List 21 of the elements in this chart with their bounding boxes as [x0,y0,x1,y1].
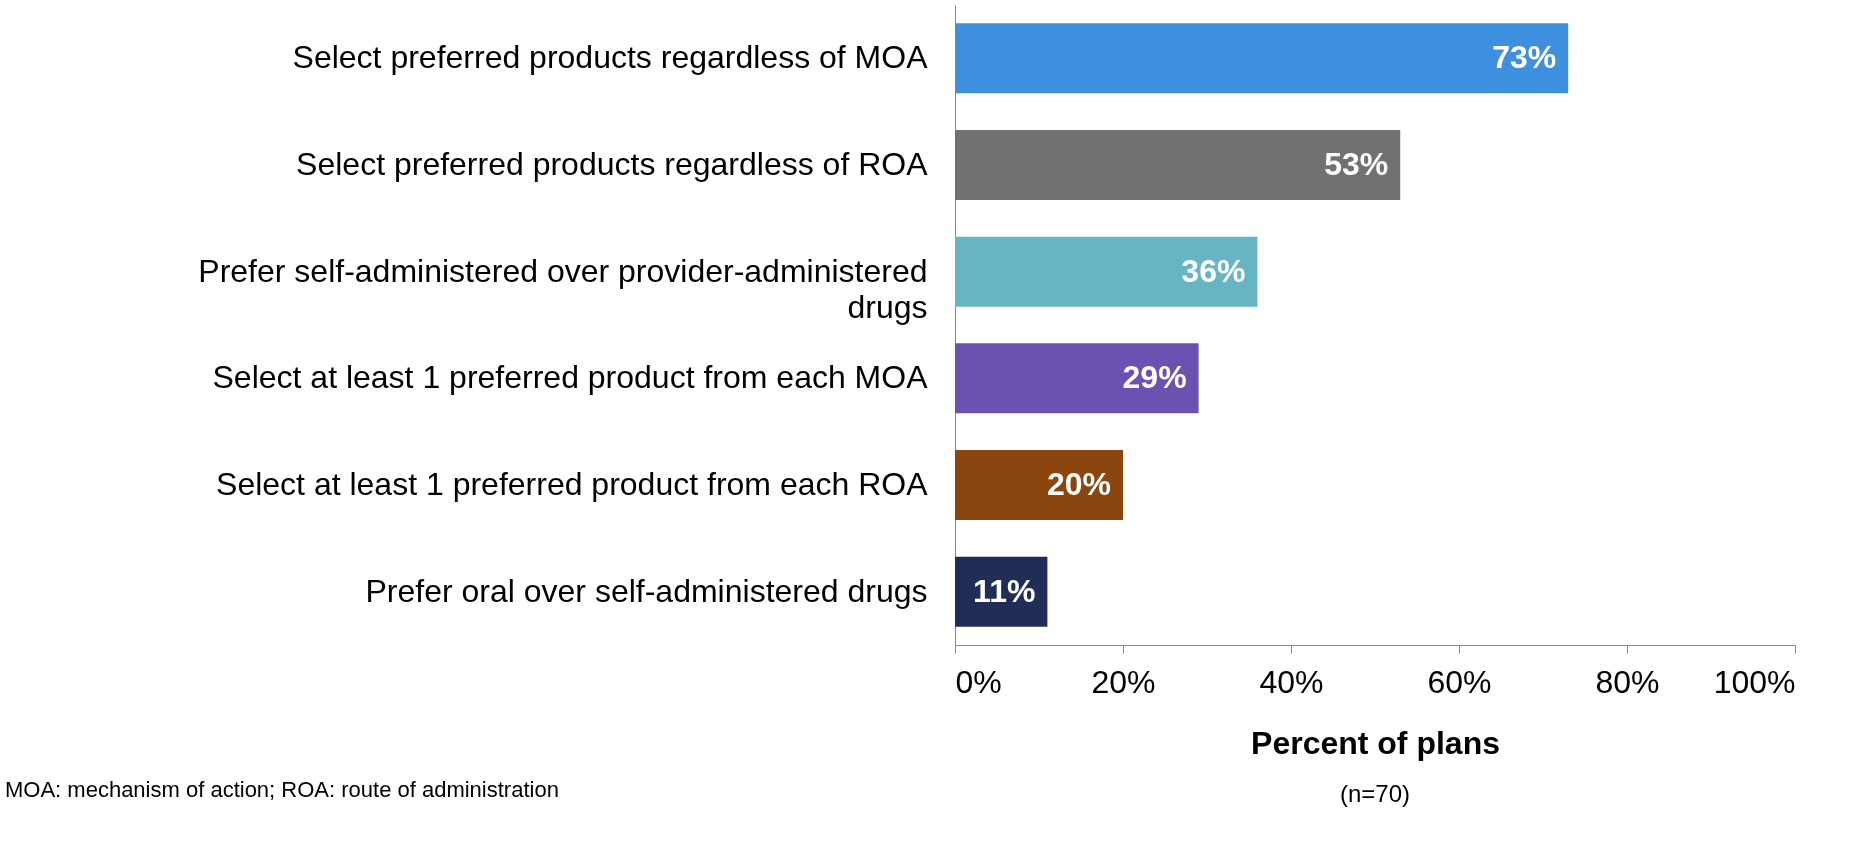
x-tick-label: 40% [1259,663,1324,700]
y-tick-label: Select preferred products regardless of ROA [296,146,929,182]
x-tick-label: 60% [1427,663,1492,700]
text: MOA: mechanism of action; ROA: route of administration [5,777,559,802]
x-axis-title: Percent of plans [1251,724,1500,761]
data-label: 73% [1492,39,1557,76]
data-label: 53% [1324,146,1389,182]
data-label: 11% [973,572,1036,609]
x-tick-label: 20% [1091,663,1156,700]
y-tick-label: Select preferred products regardless of MOA [292,39,929,76]
y-tick-label: Select at least 1 preferred product from each ROA [216,466,929,502]
y-tick-label: Select at least 1 preferred product from each MOA [212,359,929,396]
y-tick-label: Prefer self-administered over provider-administered drugs [198,252,928,325]
x-tick-label: 100% [1713,663,1796,700]
x-tick-label: 80% [1595,663,1660,700]
data-label: 36% [1181,252,1246,289]
data-label: 29% [1122,359,1187,396]
x-tick-label: 0% [955,663,1002,700]
text: (n=70) [1339,780,1411,807]
y-tick-label: Prefer oral over self-administered drugs [365,572,928,609]
data-label: 20% [1046,466,1111,502]
